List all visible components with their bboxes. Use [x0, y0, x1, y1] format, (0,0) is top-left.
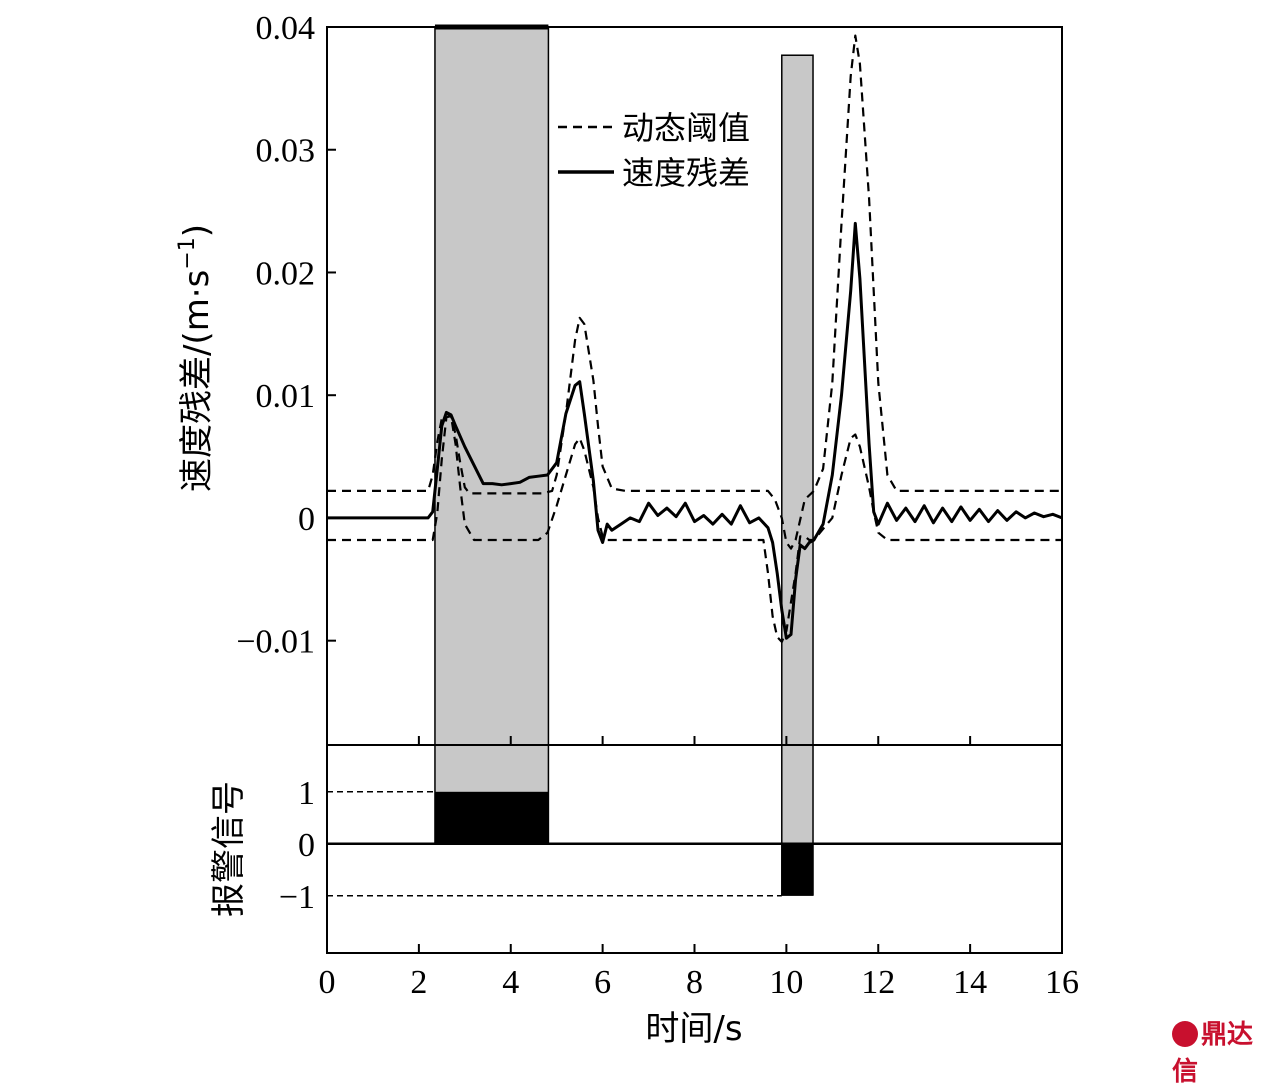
alarm-bar: [434, 791, 549, 844]
x-tick-label: 12: [861, 964, 895, 1001]
upper-y-axis-title-sup: −1: [175, 237, 200, 269]
upper-y-tick-label: 0.04: [256, 10, 316, 47]
x-axis-title: 时间/s: [645, 1009, 742, 1049]
alarm-bars: [434, 791, 814, 896]
upper-y-axis-title: 速度残差/(m·s−1): [175, 224, 217, 492]
highlight-region: [434, 26, 550, 844]
x-tick-label: 16: [1045, 964, 1079, 1001]
x-tick-label: 14: [953, 964, 987, 1001]
legend-label-threshold: 动态阈值: [622, 109, 750, 147]
upper-y-tick-label: −0.01: [236, 624, 315, 661]
upper-y-tick-label: 0.01: [256, 378, 316, 415]
x-tick-label: 8: [686, 964, 703, 1001]
publisher-watermark: 鼎达信: [1172, 1020, 1254, 1087]
watermark-logo-icon: [1172, 1021, 1198, 1047]
upper-y-axis-title-close: ): [177, 224, 217, 237]
threshold-line: [327, 415, 1062, 643]
series-group: [327, 34, 1063, 643]
x-tick-label: 10: [769, 964, 803, 1001]
upper-y-tick-label: 0: [298, 501, 315, 538]
upper-y-tick-label: 0.02: [256, 255, 316, 292]
lower-y-tick-label: 1: [298, 775, 315, 812]
x-tick-label: 6: [594, 964, 611, 1001]
lower-y-axis-title: 报警信号: [209, 781, 249, 917]
lower-y-tick-label: 0: [298, 827, 315, 864]
upper-y-tick-label: 0.03: [256, 133, 316, 170]
legend: 动态阈值 速度残差: [558, 109, 750, 192]
upper-y-axis-title-main: 速度残差/(m·s: [177, 270, 217, 492]
lower-y-tick-label: −1: [279, 879, 315, 916]
legend-label-residual: 速度残差: [622, 154, 750, 192]
x-tick-label: 4: [502, 964, 519, 1001]
highlight-regions: [434, 24, 814, 896]
alarm-bar: [781, 843, 814, 896]
x-tick-label: 0: [319, 964, 336, 1001]
x-tick-label: 2: [410, 964, 427, 1001]
residual-line: [327, 221, 1063, 640]
highlight-region: [781, 54, 814, 896]
